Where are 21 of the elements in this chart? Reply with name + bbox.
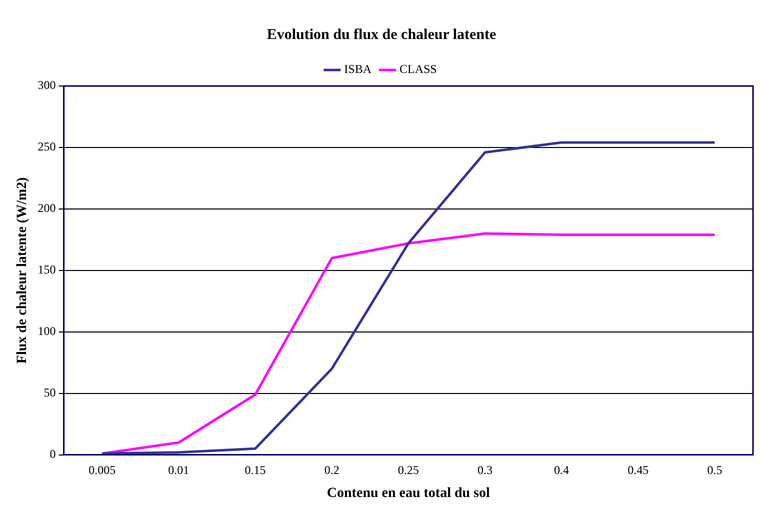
x-tick-label: 0.45 [628,463,649,478]
y-tick-label: 250 [38,140,56,154]
y-axis-title: Flux de chaleur latente (W/m2) [15,176,30,364]
x-tick-label: 0.005 [88,463,116,478]
x-tick-label: 0.4 [554,463,570,478]
y-tick-label: 100 [38,324,56,338]
legend-label: CLASS [399,62,437,76]
y-tick-label: 0 [50,446,56,461]
y-tick-label: 150 [38,262,56,277]
x-tick-label: 0.2 [324,463,340,478]
x-tick-label: 0.5 [707,463,722,478]
x-tick-label: 0.01 [168,463,190,478]
y-tick-label: 50 [44,385,56,400]
y-tick-label: 300 [38,78,56,92]
legend-label: ISBA [344,62,372,76]
chart-title: Evolution du flux de chaleur latente [266,26,496,43]
x-tick-label: 0.3 [477,463,492,478]
x-tick-label: 0.25 [398,463,419,478]
x-axis-title: Contenu en eau total du sol [326,486,490,502]
y-tick-label: 200 [38,201,56,216]
x-tick-label: 0.15 [244,463,266,478]
